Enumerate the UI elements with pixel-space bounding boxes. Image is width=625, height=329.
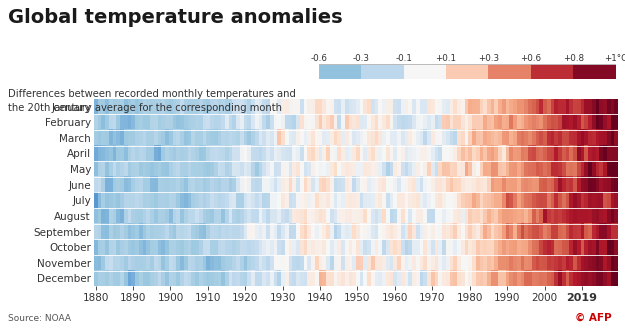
- Bar: [404, 64, 446, 79]
- Text: -0.6: -0.6: [310, 54, 328, 63]
- Text: +1°C: +1°C: [604, 54, 625, 63]
- Text: -0.3: -0.3: [352, 54, 369, 63]
- Bar: [361, 64, 404, 79]
- Bar: [488, 64, 531, 79]
- Text: +0.3: +0.3: [478, 54, 499, 63]
- Text: +0.8: +0.8: [562, 54, 584, 63]
- Text: Global temperature anomalies: Global temperature anomalies: [8, 8, 342, 27]
- Text: +0.6: +0.6: [520, 54, 541, 63]
- Text: © AFP: © AFP: [574, 313, 611, 323]
- Text: +0.1: +0.1: [436, 54, 456, 63]
- Bar: [531, 64, 573, 79]
- Bar: [319, 64, 616, 79]
- Text: -0.1: -0.1: [395, 54, 412, 63]
- Text: Source: NOAA: Source: NOAA: [8, 314, 71, 323]
- Bar: [446, 64, 488, 79]
- Text: Differences between recorded monthly temperatures and
the 20th century average f: Differences between recorded monthly tem…: [8, 89, 296, 113]
- Bar: [573, 64, 616, 79]
- Bar: [319, 64, 361, 79]
